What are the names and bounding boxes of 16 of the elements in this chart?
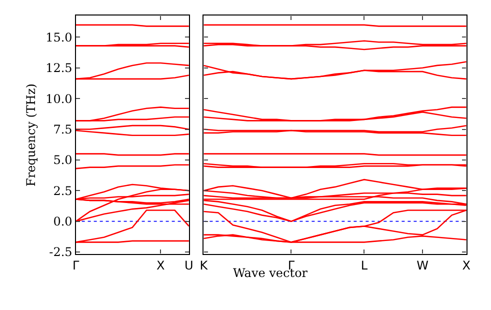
x-tick-label: W xyxy=(416,258,429,272)
x-tick-label: Γ xyxy=(72,258,80,272)
y-tick-label: 7.5 xyxy=(53,122,72,136)
y-tick-label: 15.0 xyxy=(46,30,72,44)
y-tick-label: 10.0 xyxy=(46,92,72,106)
x-tick-label: L xyxy=(360,258,368,272)
x-tick-label: X xyxy=(156,258,165,272)
x-tick-label: X xyxy=(462,258,470,272)
x-tick-label: K xyxy=(200,258,209,272)
y-tick-label: 5.0 xyxy=(53,153,72,168)
y-tick-label: 12.5 xyxy=(46,61,72,76)
y-tick-label: 2.5 xyxy=(53,184,72,198)
y-tick-label: -2.5 xyxy=(49,245,72,260)
y-tick-label: 0.0 xyxy=(53,214,72,229)
y-axis-title: Frequency (THz) xyxy=(24,84,38,186)
x-tick-label: U xyxy=(184,258,194,272)
